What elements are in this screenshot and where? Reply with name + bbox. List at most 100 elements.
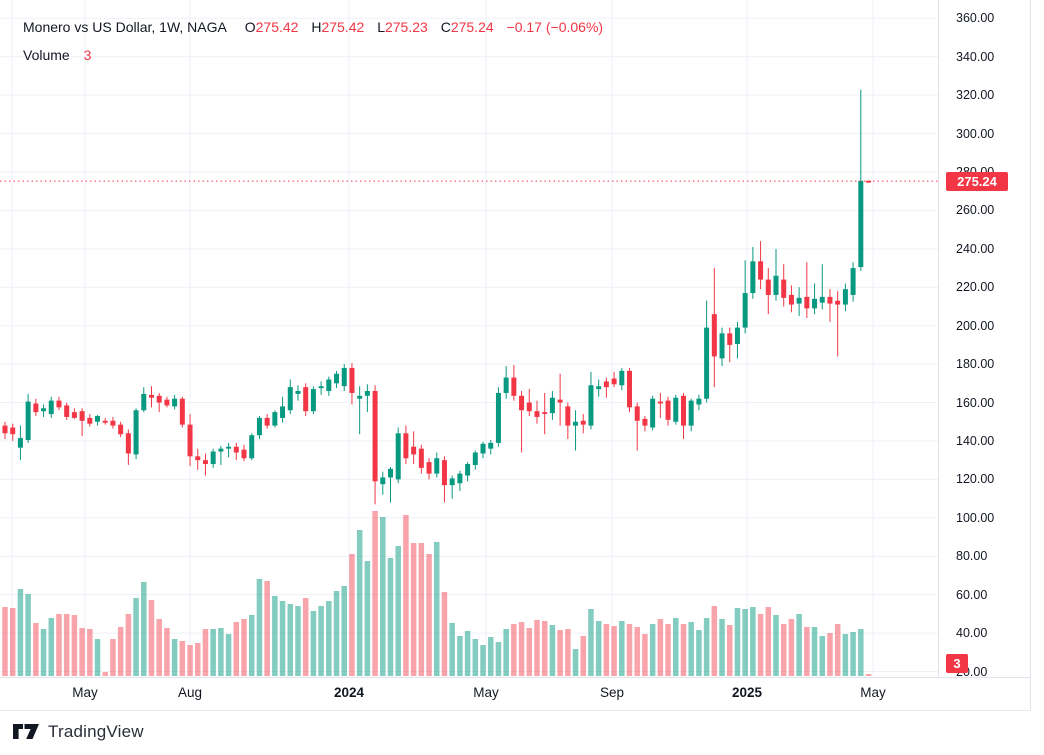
volume-bar [649,624,656,676]
volume-bar [372,511,378,676]
volume-bar [418,543,425,676]
candle-body [33,403,39,413]
tradingview-logo[interactable]: TradingView [13,722,144,742]
price-tick-label: 240.00 [956,241,995,256]
volume-label: Volume [23,47,70,63]
high-value: 275.42 [321,19,365,35]
volume-bar [434,542,440,676]
volume-bar [356,530,363,676]
candle-body [2,425,8,434]
candle-body [704,327,710,399]
volume-bar [634,627,640,676]
chart-canvas[interactable] [0,0,1030,710]
candle-body [688,400,694,426]
volume-bar [187,645,193,676]
candle-body [866,180,872,183]
candle-body [804,296,810,309]
volume-bar [449,623,455,676]
volume-bar [611,626,617,676]
candle-body [657,401,663,404]
volume-bar [557,630,563,676]
candle-body [102,420,108,423]
volume-bar [511,624,517,676]
candle-body [303,387,309,412]
price-tick-label: 140.00 [956,433,995,448]
volume-bar [56,614,62,676]
volume-bar [426,554,432,676]
candle-body [719,333,725,359]
candle-body [627,370,633,408]
volume-bar [595,621,602,676]
volume-bar [858,629,864,676]
price-chart-pane[interactable] [0,0,1030,710]
candle-body [241,449,247,459]
candle-body [148,394,154,398]
volume-bar [341,586,347,676]
candle-body [611,378,617,385]
volume-bar [834,624,841,676]
candle-body [734,327,740,344]
candle-body [842,289,848,305]
candle-body [472,452,478,465]
bottom-bar: TradingView [0,710,1044,755]
time-axis[interactable]: May Aug 2024 May Sep 2025 May [0,677,1030,711]
volume-bar [495,642,502,676]
candle-body [233,446,239,453]
price-tick-label: 60.00 [956,587,988,602]
candle-body [858,180,864,268]
volume-value: 3 [83,47,92,63]
volume-bar [195,643,201,676]
candle-body [434,458,440,474]
volume-bar [619,621,625,676]
volume-bar [148,600,155,676]
candle-body [326,379,332,392]
candle-body [758,261,764,280]
price-tick-label: 220.00 [956,280,995,295]
volume-bar [441,592,448,676]
volume-bar [642,634,648,676]
volume-bar [534,620,540,676]
candle-body [619,370,625,386]
time-tick-label: May [860,685,886,700]
candle-body [526,402,532,412]
volume-bar [17,589,24,676]
volume-bar [133,598,139,676]
candle-body [56,400,62,408]
candle-body [264,417,270,426]
time-tick-label: Sep [599,685,625,700]
candle-body [87,417,93,424]
candle-body [79,411,85,421]
price-tick-label: 340.00 [956,49,995,64]
candle-body [788,294,794,305]
volume-bar [526,628,533,676]
volume-bar [750,607,756,676]
open-label: O [244,19,256,35]
candle-body [280,406,286,418]
volume-bar [680,624,687,676]
candle-body [742,293,748,328]
pane-right-border [1030,0,1031,710]
candle-body [172,398,178,407]
price-tick-label: 320.00 [956,88,995,103]
candle-body [765,279,771,295]
volume-bar [788,619,795,676]
candle-body [511,377,517,396]
candle-body [110,420,116,426]
candle-body [380,477,386,485]
volume-bar [71,615,78,676]
price-axis[interactable]: 275.24 3 360.00340.00320.00300.00280.002… [938,0,1031,679]
volume-bar [2,607,8,676]
candle-body [549,397,555,414]
volume-bar [102,672,108,676]
candle-body [480,443,486,454]
candle-body [372,391,378,482]
volume-bar [811,627,818,676]
volume-bar [472,639,479,676]
candle-body [141,393,147,411]
close-label: C [440,19,451,35]
volume-bar [565,629,571,676]
volume-bar [626,624,633,676]
volume-bar [665,624,671,676]
candle-body [696,398,702,405]
